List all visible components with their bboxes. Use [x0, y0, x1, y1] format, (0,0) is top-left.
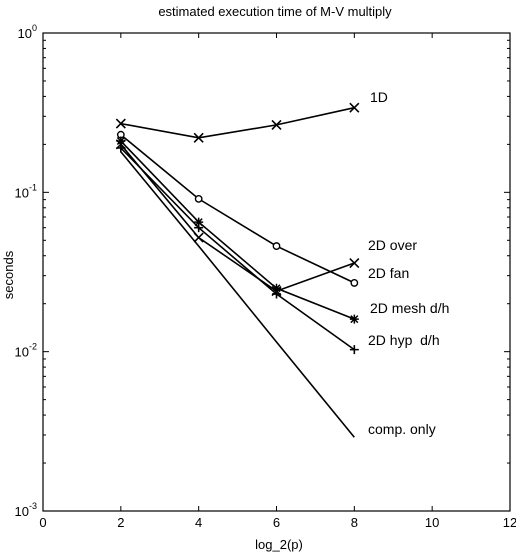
series-labels: 1D 2D over 2D fan 2D mesh d/h 2D hyp d/h comp…	[368, 89, 449, 437]
x-tick-label: 0	[39, 515, 46, 530]
marker-star	[272, 283, 281, 293]
series-line	[120, 147, 355, 351]
marker-circle	[194, 194, 203, 203]
series-line	[120, 151, 355, 438]
axis-ticks: 0 2 4 6 8 10 12 100 10-1 10-2 10-3	[15, 23, 516, 530]
series-label: 2D over	[368, 237, 417, 253]
marker-x	[271, 119, 282, 130]
marker-plus	[272, 289, 281, 299]
x-axis-label: log_2(p)	[255, 537, 303, 552]
series-label: comp. only	[368, 421, 436, 437]
marker-star	[349, 314, 359, 324]
y-axis-label: seconds	[1, 250, 16, 299]
chart-title: estimated execution time of M-V multiply	[158, 4, 392, 19]
series-line	[120, 143, 355, 292]
series-label: 2D hyp d/h	[368, 332, 440, 348]
marker-x	[349, 257, 360, 269]
series-label: 2D fan	[368, 265, 409, 281]
plot-frame	[42, 32, 511, 512]
y-tick-label: 10-1	[15, 182, 37, 200]
marker-x	[349, 102, 360, 113]
marker-plus	[349, 345, 359, 355]
marker-x	[193, 232, 204, 243]
marker-circle	[350, 279, 359, 287]
series-layer	[115, 102, 360, 438]
x-tick-label: 4	[195, 515, 202, 530]
series-label: 1D	[370, 89, 388, 105]
marker-circle	[272, 242, 281, 250]
marker-plus	[194, 223, 204, 233]
marker-x	[115, 118, 126, 129]
y-tick-label: 10-2	[15, 342, 37, 360]
x-tick-label: 10	[425, 515, 439, 530]
x-tick-label: 12	[503, 515, 516, 530]
marker-star	[194, 217, 204, 227]
series-line	[120, 106, 355, 139]
series-line	[120, 134, 355, 284]
x-tick-label: 8	[351, 515, 358, 530]
marker-x	[193, 132, 204, 143]
series-label: 2D mesh d/h	[370, 300, 449, 316]
y-tick-label: 100	[18, 23, 37, 41]
y-tick-label: 10-3	[15, 501, 37, 519]
x-tick-label: 6	[273, 515, 280, 530]
series-line	[120, 140, 355, 320]
marker-star	[116, 136, 126, 146]
x-tick-label: 2	[117, 515, 124, 530]
marker-plus	[116, 143, 126, 153]
